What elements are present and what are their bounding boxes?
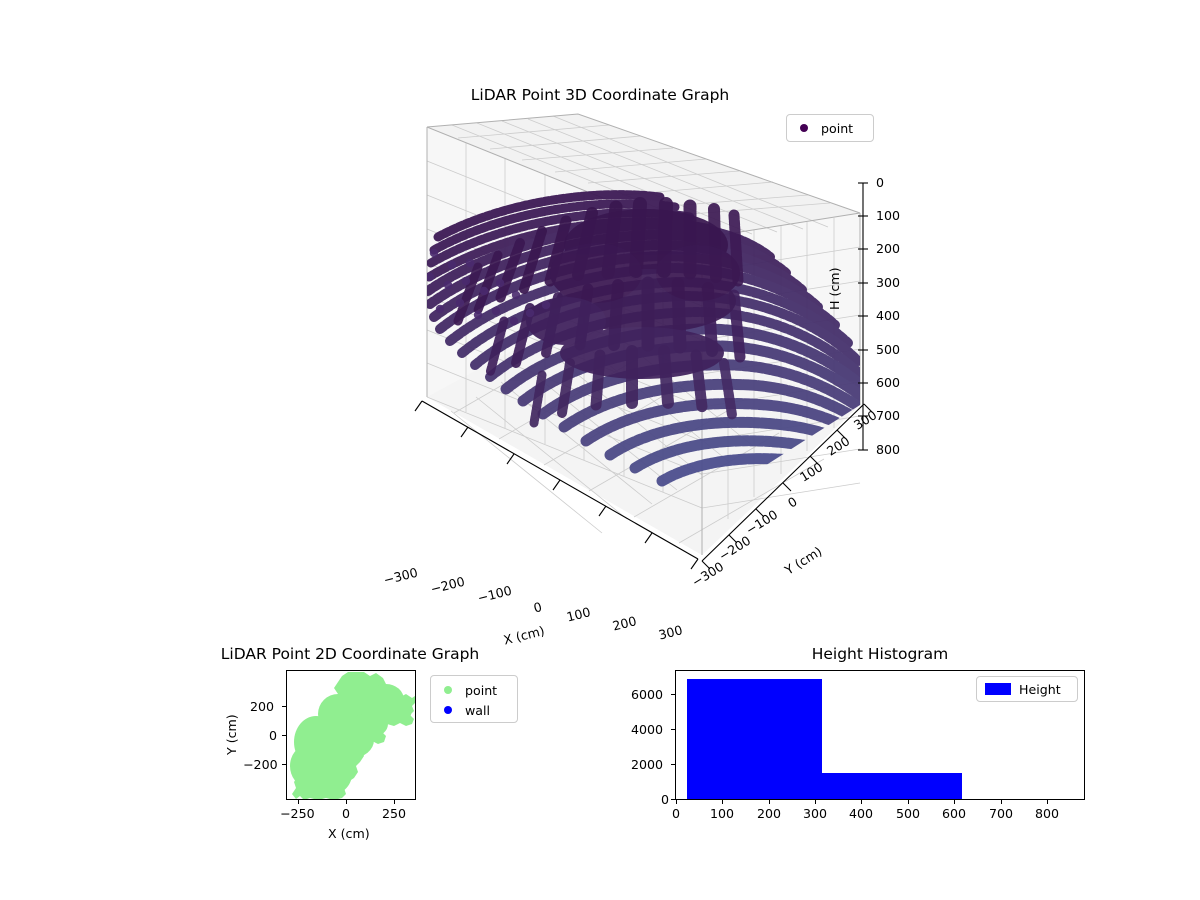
legend-label-wall-2d: wall: [465, 702, 491, 718]
axhist-xtick-700: [1001, 800, 1002, 804]
panel-2d-title: LiDAR Point 2D Coordinate Graph: [220, 645, 480, 663]
axhist-xtick-label-600: 600: [942, 806, 967, 821]
x-tick--200: −200: [429, 573, 467, 597]
lidar-2d-canvas: [290, 672, 415, 799]
panel-hist-title: Height Histogram: [811, 645, 949, 663]
axhist-xtick-label-500: 500: [896, 806, 921, 821]
legend-label-point: point: [821, 120, 854, 136]
panel-3d-title: LiDAR Point 3D Coordinate Graph: [470, 86, 730, 104]
x-tick-200: 200: [611, 613, 638, 634]
lidar-point-cloud: [427, 190, 860, 541]
ax2d-xtick-2: [346, 800, 347, 804]
axhist-xtick-500: [908, 800, 909, 804]
x-axis-label: X (cm): [502, 622, 547, 648]
z-tick-400: 400: [876, 308, 901, 323]
z-tick-300: 300: [876, 275, 901, 290]
axhist-xtick-label-700: 700: [989, 806, 1014, 821]
ax2d-x-axis-label: X (cm): [328, 826, 370, 841]
axhist-ytick-label-0: 0: [661, 792, 670, 807]
axhist-xtick-200: [769, 800, 770, 804]
z-tick-0: 0: [876, 175, 885, 190]
axhist-ytick-label-4000: 4000: [631, 722, 664, 737]
legend-entry-point[interactable]: point: [787, 118, 873, 138]
wall-marker-icon: [431, 706, 465, 714]
legend-label-height: Height: [1019, 681, 1061, 697]
legend-entry-wall-2d[interactable]: wall: [431, 700, 517, 720]
z-tick-600: 600: [876, 375, 901, 390]
histogram-bar-1[interactable]: [687, 679, 822, 799]
ax2d-xtick-1: [298, 800, 299, 804]
axhist-xtick-300: [815, 800, 816, 804]
axhist-ytick-label-2000: 2000: [631, 757, 664, 772]
axhist-ytick-6000: [671, 694, 675, 695]
ax2d-ytick-label--200: −200: [243, 757, 278, 772]
legend-entry-point-2d[interactable]: point: [431, 680, 517, 700]
z-tick-800: 800: [876, 442, 901, 457]
axhist-ytick-4000: [671, 729, 675, 730]
histogram-bar-2[interactable]: [822, 773, 962, 799]
axhist-xtick-label-200: 200: [757, 806, 782, 821]
lidar-3d-axes[interactable]: 0 100 200 300 400 500 600 700 800 H (cm)…: [330, 105, 900, 648]
legend-entry-height[interactable]: Height: [977, 679, 1077, 699]
axhist-xtick-600: [954, 800, 955, 804]
z-tick-200: 200: [876, 241, 901, 256]
point-marker-icon: [431, 686, 465, 694]
x-tick-100: 100: [565, 604, 592, 625]
axhist-xtick-label-0: 0: [672, 806, 681, 821]
panel-hist-legend[interactable]: Height: [976, 676, 1078, 702]
ax2d-xtick-label-0: 0: [342, 806, 351, 821]
ax2d-ytick-2: [282, 735, 286, 736]
z-axis-label: H (cm): [827, 267, 842, 311]
panel-3d-legend[interactable]: point: [786, 114, 874, 142]
ax2d-ytick-label-200: 200: [250, 699, 275, 714]
axhist-xtick-label-100: 100: [710, 806, 735, 821]
z-tick-500: 500: [876, 342, 901, 357]
z-tick-100: 100: [876, 208, 901, 223]
legend-label-point-2d: point: [465, 682, 498, 698]
point-marker-icon: [787, 124, 821, 132]
axhist-ytick-0: [671, 799, 675, 800]
axhist-ytick-label-6000: 6000: [631, 687, 664, 702]
lidar-2d-axes[interactable]: [286, 670, 416, 800]
axhist-xtick-100: [722, 800, 723, 804]
z-tick-700: 700: [876, 408, 901, 423]
lidar-3d-canvas: [414, 113, 873, 570]
ax2d-xtick-3: [394, 800, 395, 804]
axhist-xtick-400: [861, 800, 862, 804]
ax2d-ytick-label-0: 0: [269, 728, 278, 743]
ax2d-y-axis-label: Y (cm): [224, 714, 239, 755]
axhist-xtick-label-400: 400: [849, 806, 874, 821]
x-tick--100: −100: [476, 582, 514, 606]
axhist-xtick-label-800: 800: [1035, 806, 1060, 821]
panel-2d-legend[interactable]: point wall: [430, 675, 518, 723]
axhist-xtick-label-300: 300: [803, 806, 828, 821]
x-tick-300: 300: [657, 622, 684, 643]
ax2d-ytick-1: [282, 706, 286, 707]
ax2d-xtick-label-250: 250: [382, 806, 407, 821]
height-patch-icon: [977, 683, 1019, 695]
ax2d-ytick-3: [282, 764, 286, 765]
axhist-xtick-800: [1047, 800, 1048, 804]
axhist-xtick-0: [676, 800, 677, 804]
x-tick-0: 0: [532, 599, 544, 616]
ax2d-xtick-label--250: −250: [280, 806, 315, 821]
axhist-ytick-2000: [671, 764, 675, 765]
